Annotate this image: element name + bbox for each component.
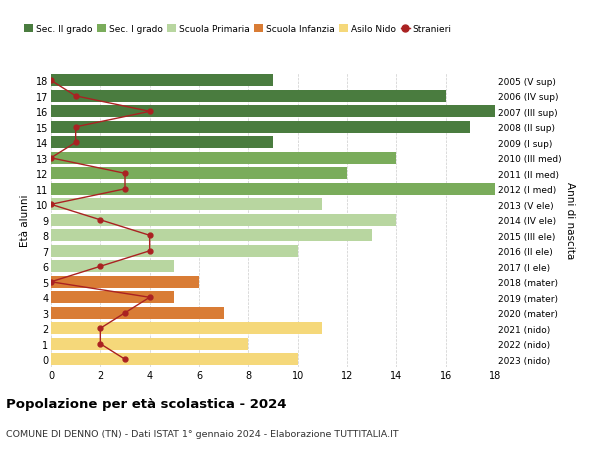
Bar xyxy=(51,230,371,242)
Bar xyxy=(51,106,495,118)
Bar xyxy=(51,90,446,103)
Bar xyxy=(51,245,298,257)
Bar xyxy=(51,168,347,180)
Bar xyxy=(51,261,175,273)
Bar xyxy=(51,276,199,288)
Bar xyxy=(51,152,397,164)
Y-axis label: Anni di nascita: Anni di nascita xyxy=(565,182,575,259)
Bar xyxy=(51,307,224,319)
Bar xyxy=(51,183,495,196)
Bar xyxy=(51,122,470,134)
Legend: Sec. II grado, Sec. I grado, Scuola Primaria, Scuola Infanzia, Asilo Nido, Stran: Sec. II grado, Sec. I grado, Scuola Prim… xyxy=(25,25,451,34)
Bar xyxy=(51,291,175,304)
Y-axis label: Età alunni: Età alunni xyxy=(20,194,30,246)
Bar xyxy=(51,199,322,211)
Text: COMUNE DI DENNO (TN) - Dati ISTAT 1° gennaio 2024 - Elaborazione TUTTITALIA.IT: COMUNE DI DENNO (TN) - Dati ISTAT 1° gen… xyxy=(6,429,398,438)
Bar xyxy=(51,214,397,226)
Text: Popolazione per età scolastica - 2024: Popolazione per età scolastica - 2024 xyxy=(6,397,287,410)
Bar xyxy=(51,75,273,87)
Bar xyxy=(51,353,298,365)
Bar xyxy=(51,323,322,335)
Bar xyxy=(51,338,248,350)
Bar xyxy=(51,137,273,149)
